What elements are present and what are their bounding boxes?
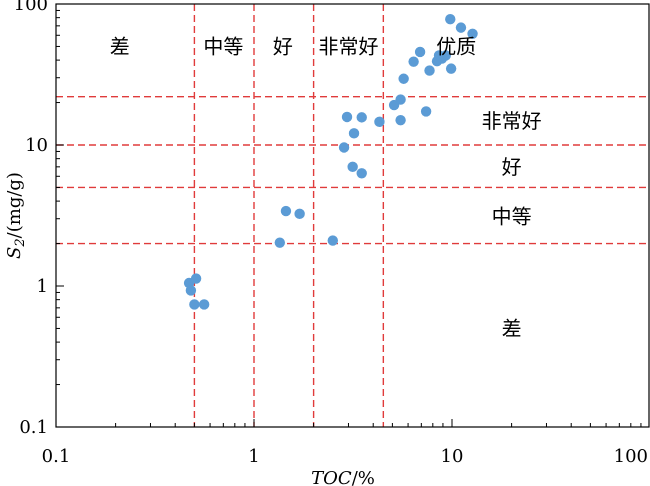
data-point-28: [440, 50, 451, 61]
data-point-31: [455, 22, 467, 33]
data-point-23: [420, 106, 432, 117]
s2-class-label-3: 中等: [492, 205, 532, 229]
region-labels: 差中等好非常好 优质非常好好中等差: [110, 34, 542, 340]
data-point-15: [356, 112, 367, 123]
x-axis-title: TOC/%: [311, 468, 375, 486]
toc-class-label-5: 优质: [436, 34, 476, 58]
data-point-29: [445, 63, 457, 74]
s2-class-label-1: 非常好: [482, 109, 542, 133]
data-point-7: [280, 205, 292, 217]
data-point-11: [341, 111, 353, 123]
data-point-9: [327, 235, 338, 246]
x-tick-label: 100: [614, 446, 648, 467]
plot-frame: [55, 3, 650, 428]
data-point-4: [189, 299, 200, 310]
data-point-13: [348, 128, 360, 139]
data-point-14: [356, 168, 367, 179]
x-tick-label: 1: [248, 446, 259, 467]
y-axis-title-main: S: [4, 247, 25, 259]
y-axis-title: S2/(mg/g): [4, 172, 28, 259]
y-tick-label: 10: [25, 135, 48, 156]
data-point-3: [185, 285, 197, 296]
data-point-20: [398, 73, 409, 84]
data-point-32: [467, 28, 478, 39]
y-tick-label: 100: [14, 0, 48, 15]
y-axis-title-unit: /(mg/g): [4, 172, 25, 238]
x-axis-title-unit: /%: [352, 468, 375, 486]
data-point-30: [445, 14, 456, 25]
toc-class-label-1: 差: [110, 34, 130, 58]
data-point-2: [190, 273, 202, 284]
data-point-19: [395, 94, 406, 105]
y-axis-title-subscript: 2: [13, 238, 28, 247]
data-point-22: [414, 46, 426, 58]
toc-class-label-4: 非常好: [318, 34, 378, 58]
toc-class-label-3: 好: [273, 34, 293, 58]
x-tick-label: 10: [441, 446, 464, 467]
data-point-12: [347, 161, 358, 173]
data-point-5: [198, 299, 210, 310]
threshold-lines: [56, 4, 650, 427]
x-tick-label: 0.1: [42, 446, 71, 467]
s2-class-label-2: 好: [502, 155, 522, 179]
y-tick-label: 1: [37, 276, 48, 297]
data-point-18: [395, 114, 406, 126]
axis-ticks: 0.1 1 10 100 0.1 1 10 100: [14, 0, 648, 467]
data-point-6: [274, 237, 286, 248]
data-point-10: [338, 142, 350, 153]
s2-class-label-4: 差: [502, 316, 522, 340]
toc-class-label-2: 中等: [203, 34, 243, 58]
y-tick-label: 0.1: [19, 417, 48, 438]
data-point-24: [424, 65, 435, 76]
data-point-21: [408, 56, 419, 67]
data-points: [183, 14, 478, 310]
data-point-16: [374, 116, 385, 128]
x-axis-title-main: TOC: [311, 468, 352, 486]
data-point-8: [294, 208, 305, 220]
